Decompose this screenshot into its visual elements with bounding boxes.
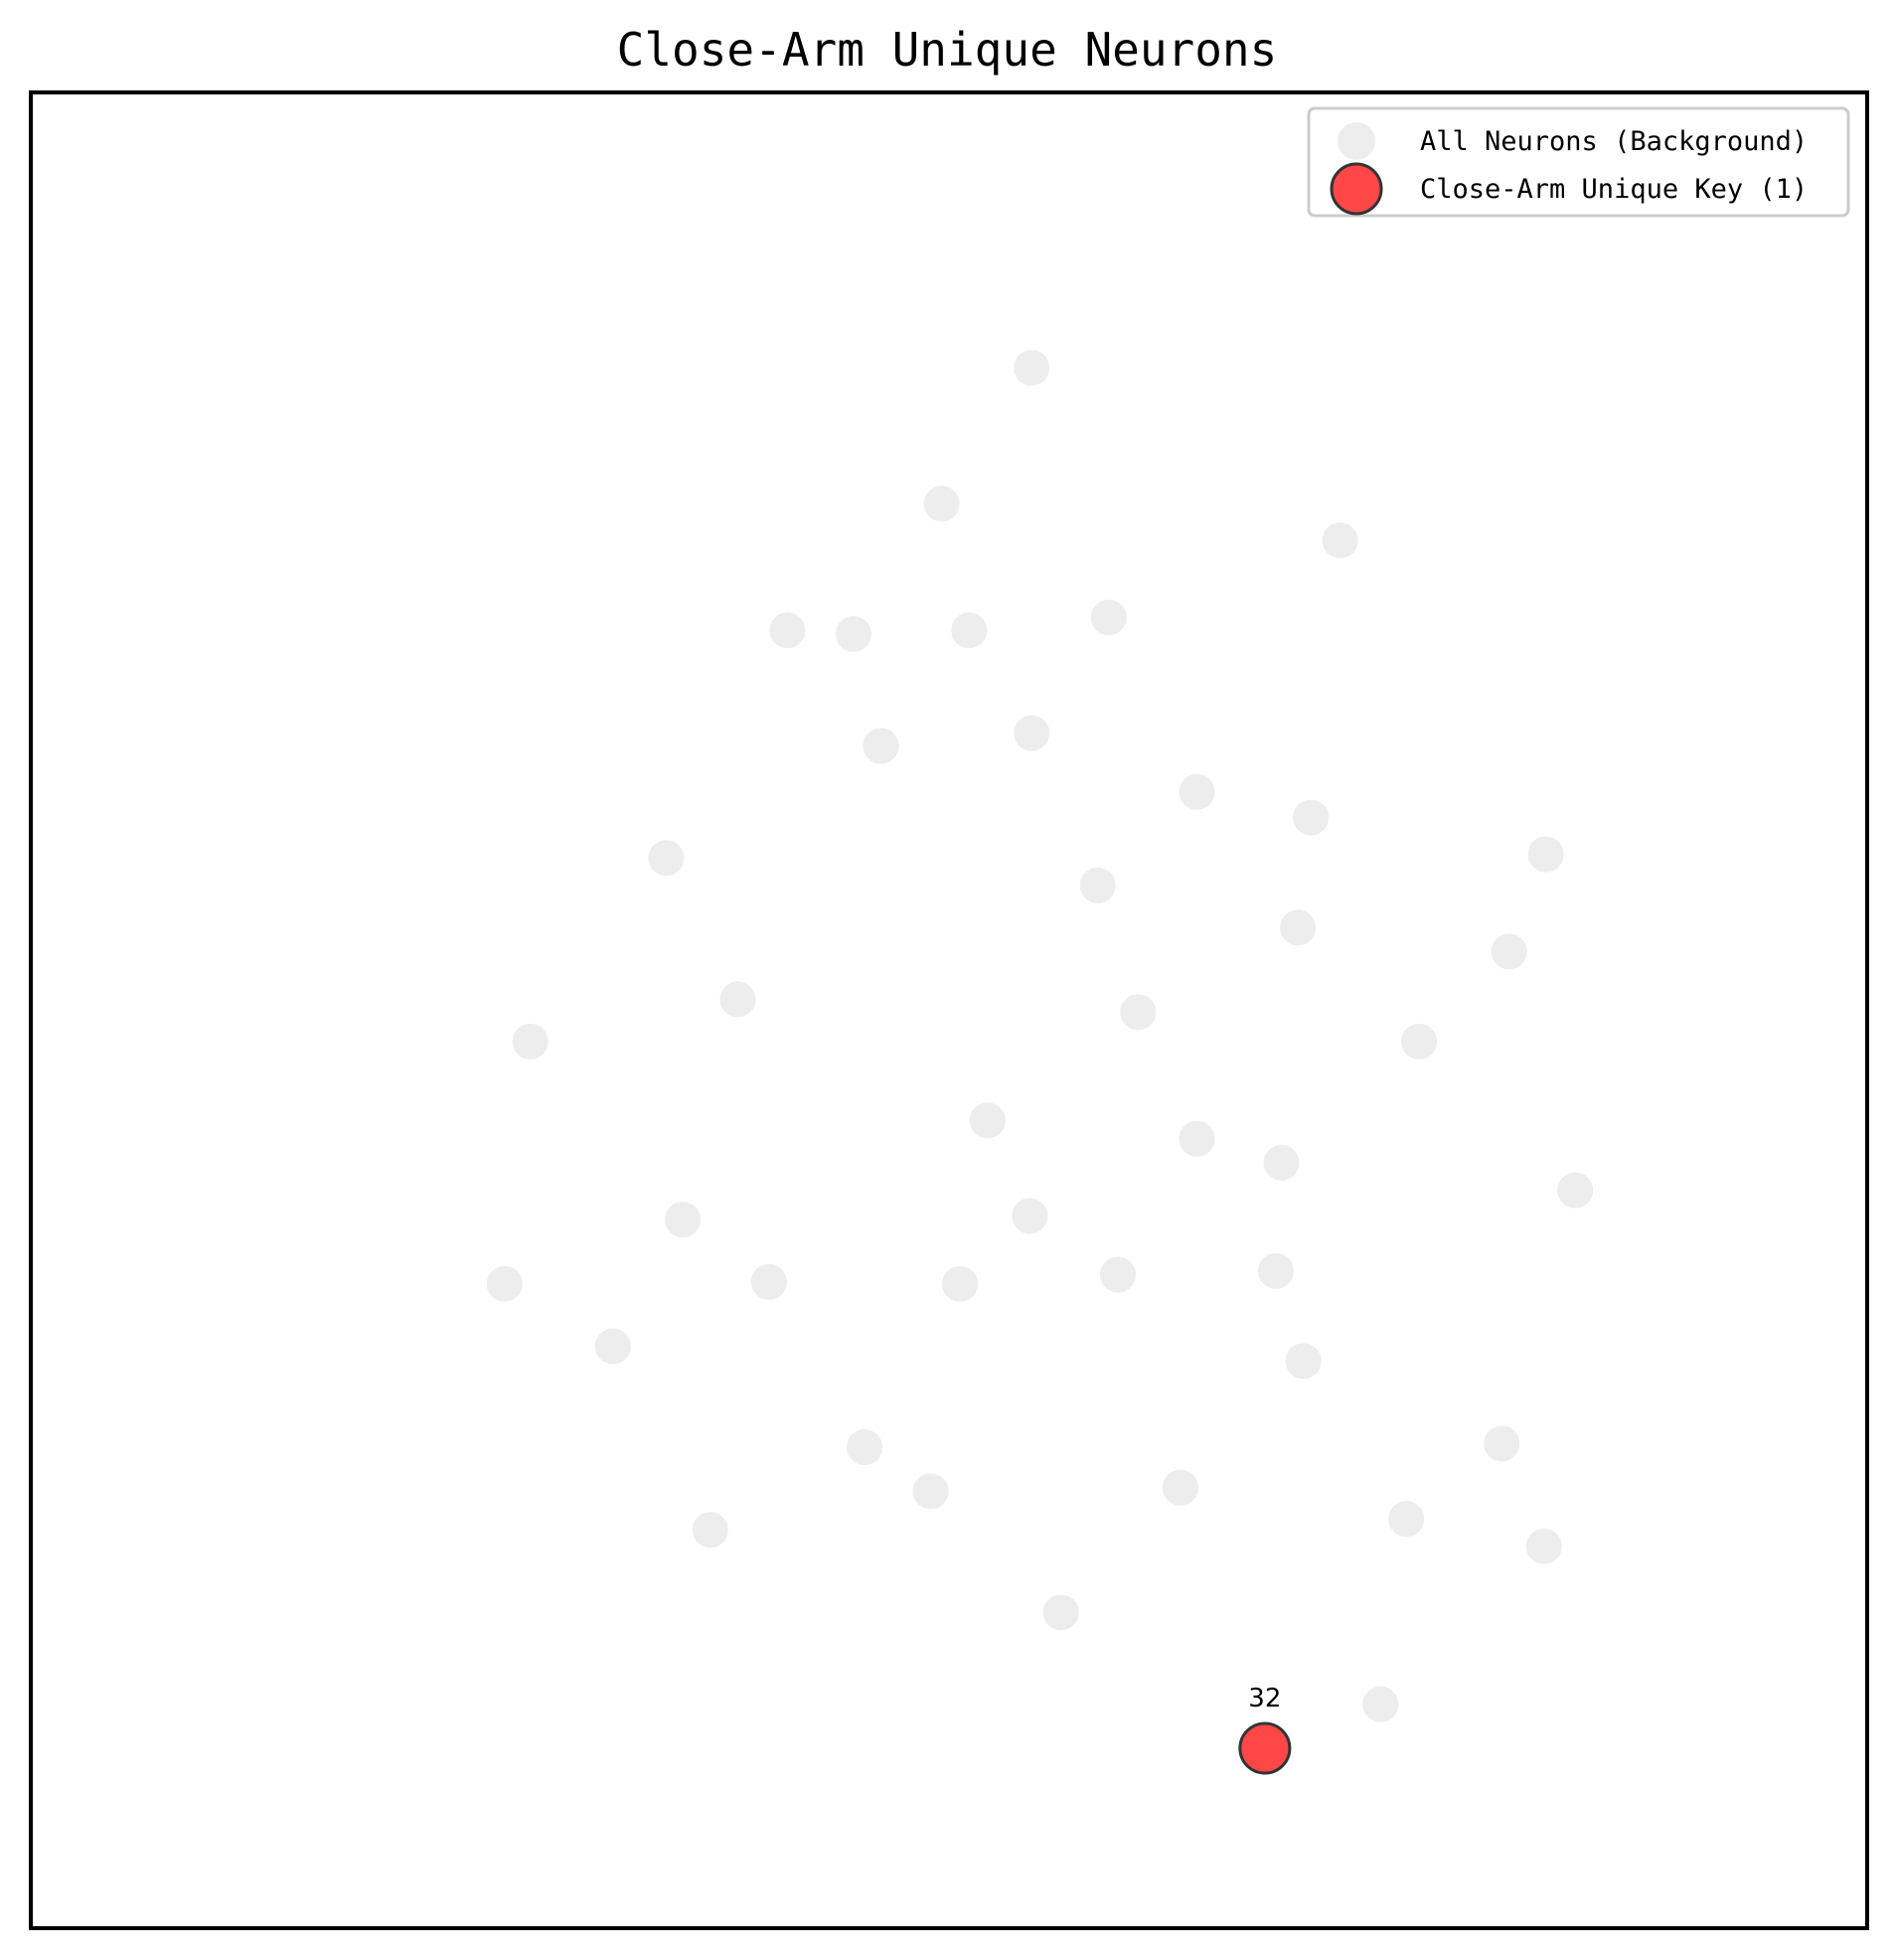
background-point <box>1088 597 1129 638</box>
highlight-point <box>1238 1721 1292 1775</box>
background-point <box>748 1261 789 1302</box>
background-point <box>833 613 873 654</box>
legend-marker-highlight <box>1330 162 1383 216</box>
legend-box <box>1307 106 1850 218</box>
background-point <box>1098 1254 1139 1295</box>
background-point <box>646 838 687 879</box>
background-point <box>592 1326 633 1367</box>
background-point <box>1177 1118 1217 1159</box>
background-points-group <box>484 348 1596 1724</box>
background-point <box>1012 713 1052 753</box>
legend-marker-background <box>1336 120 1377 162</box>
background-point <box>921 483 962 524</box>
background-point <box>967 1100 1008 1141</box>
background-point <box>1118 992 1159 1033</box>
background-point <box>1177 771 1217 812</box>
background-point <box>1012 348 1052 389</box>
background-point <box>1160 1467 1200 1508</box>
background-point <box>1320 520 1360 561</box>
background-point <box>1283 1341 1324 1382</box>
legend-label-background: All Neurons (Background) <box>1420 126 1808 157</box>
point-label: 32 <box>1248 1684 1281 1714</box>
background-point <box>1255 1250 1296 1291</box>
background-point <box>690 1510 730 1551</box>
highlight-points-group: 32 <box>1238 1684 1292 1775</box>
background-point <box>1523 1526 1564 1566</box>
background-point <box>663 1200 704 1240</box>
background-point <box>1278 907 1319 948</box>
legend: All Neurons (Background) Close-Arm Uniqu… <box>1307 106 1850 218</box>
background-point <box>940 1263 981 1304</box>
background-point <box>1386 1499 1427 1540</box>
background-point <box>1482 1423 1522 1464</box>
background-point <box>1489 931 1529 972</box>
background-point <box>861 726 901 766</box>
background-point <box>949 610 990 651</box>
background-point <box>1261 1142 1302 1183</box>
background-point <box>1291 797 1332 838</box>
background-point <box>1077 865 1118 905</box>
background-point <box>1360 1684 1401 1724</box>
background-point <box>910 1471 951 1512</box>
background-point <box>767 610 808 651</box>
background-point <box>1399 1021 1440 1062</box>
background-point <box>1525 834 1566 875</box>
background-point <box>484 1263 525 1304</box>
chart-title: Close-Arm Unique Neurons <box>617 23 1278 77</box>
background-point <box>1040 1592 1081 1633</box>
background-point <box>1010 1196 1050 1236</box>
background-point <box>844 1427 884 1468</box>
background-point <box>510 1021 551 1062</box>
legend-label-highlight: Close-Arm Unique Key (1) <box>1420 174 1808 205</box>
background-point <box>717 979 758 1020</box>
plot-area-frame <box>29 90 1869 1930</box>
background-point <box>1555 1170 1596 1211</box>
